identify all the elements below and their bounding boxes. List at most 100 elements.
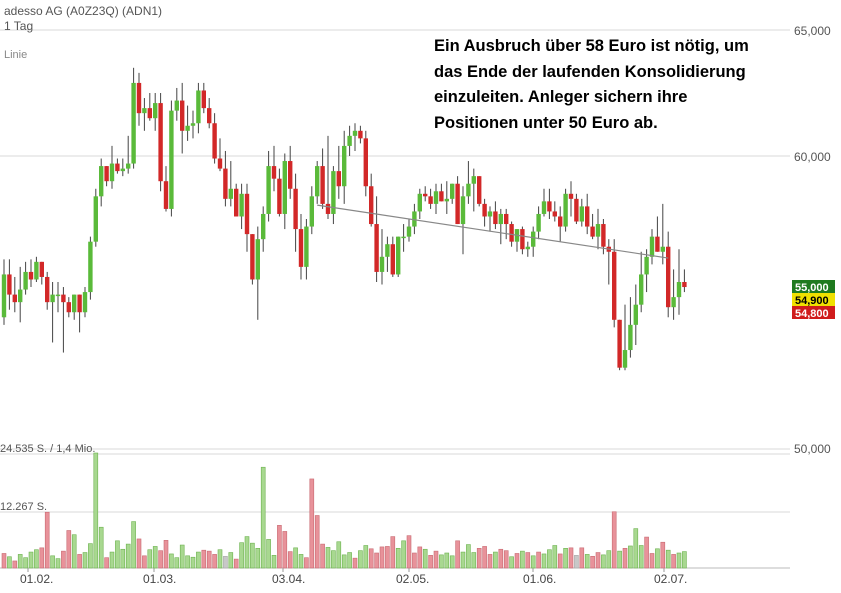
volume-bar: [358, 550, 363, 569]
y-tick-label: 65,000: [794, 24, 831, 38]
candle-body: [352, 130, 358, 136]
volume-bar: [665, 549, 671, 569]
candle-body: [282, 161, 287, 214]
candle-body: [50, 294, 55, 303]
volume-bar: [66, 530, 72, 569]
volume-bar: [557, 553, 563, 569]
x-tick-label: 02.07.: [654, 572, 687, 586]
volume-bar: [266, 539, 271, 569]
volume-bar: [509, 556, 514, 569]
volume-bar: [514, 553, 520, 569]
candle-body: [385, 244, 390, 257]
volume-bar: [595, 552, 601, 569]
candle-body: [255, 239, 260, 280]
volume-bar: [55, 558, 61, 569]
candle-body: [531, 231, 536, 247]
volume-bar: [590, 555, 595, 569]
candle-body: [369, 186, 374, 225]
y-tick-label: 60,000: [794, 150, 831, 164]
candle-body: [131, 82, 136, 164]
candle-body: [439, 191, 444, 202]
volume-bar: [628, 545, 633, 569]
volume-bar: [660, 541, 666, 569]
volume-bar: [476, 548, 482, 569]
volume-bar: [385, 546, 390, 569]
volume-bar: [179, 544, 185, 569]
candle-body: [401, 236, 406, 239]
candle-body: [228, 188, 233, 199]
volume-bar: [363, 545, 369, 569]
candle-body: [487, 211, 493, 217]
volume-bar: [131, 521, 136, 569]
volume-bar: [314, 515, 320, 569]
volume-bar: [536, 551, 541, 569]
volume-bar: [260, 466, 266, 569]
x-tick-label: 03.04.: [272, 572, 305, 586]
volume-bar: [255, 548, 261, 569]
candle-body: [266, 166, 271, 214]
candle-body: [309, 196, 314, 227]
volume-bar: [196, 551, 201, 569]
volume-bar: [374, 552, 379, 569]
volume-bar: [584, 554, 590, 569]
volume-bar: [104, 557, 109, 569]
candle-body: [7, 274, 12, 295]
candle-body: [331, 171, 336, 214]
candle-body: [158, 103, 163, 182]
volume-bar: [563, 548, 568, 569]
volume-bar: [174, 557, 180, 569]
candle-body: [444, 198, 449, 202]
volume-bars: [1, 452, 687, 569]
candle-body: [77, 294, 82, 313]
price-badge-bg: [792, 280, 835, 293]
x-tick-label: 01.06.: [523, 572, 556, 586]
volume-bar: [493, 551, 498, 569]
volume-bar: [271, 555, 277, 569]
candle-body: [417, 193, 422, 212]
candle-body: [412, 211, 417, 227]
volume-bar: [44, 511, 50, 569]
volume-bar: [223, 555, 228, 569]
candle-body: [358, 130, 363, 139]
candle-body: [163, 181, 169, 209]
volume-bar: [50, 555, 55, 569]
volume-bar: [298, 554, 304, 569]
candle-body: [244, 193, 250, 235]
candle-body: [617, 319, 622, 368]
candle-body: [234, 188, 239, 217]
volume-bar: [142, 555, 147, 569]
candle-body: [23, 271, 28, 290]
candle-body: [574, 198, 579, 222]
volume-bar: [671, 554, 676, 569]
volume-bar: [293, 547, 298, 569]
volume-bar: [568, 547, 574, 569]
volume-bar: [61, 550, 66, 569]
volume-bar: [676, 552, 682, 569]
x-tick-label: 01.03.: [143, 572, 176, 586]
volume-bar: [347, 552, 352, 569]
volume-bar: [352, 557, 358, 569]
volume-bar: [460, 551, 466, 569]
volume-bar: [12, 560, 18, 569]
candle-body: [293, 188, 298, 230]
candle-body: [590, 226, 595, 237]
volume-bar: [206, 550, 212, 569]
candle-body: [628, 324, 633, 351]
volume-bar: [574, 555, 579, 569]
candle-body: [82, 292, 88, 313]
x-axis-ticks: 01.02. 01.03. 03.04. 02.05. 01.06. 02.07…: [20, 572, 687, 586]
candle-body: [660, 246, 665, 252]
volume-bar: [309, 478, 315, 569]
volume-bar: [682, 551, 687, 569]
volume-bar: [379, 546, 385, 569]
volume-bar: [152, 546, 158, 569]
volume-bar: [541, 553, 547, 569]
volume-bar: [525, 552, 531, 569]
candle-body: [428, 196, 433, 204]
volume-bar: [644, 536, 649, 569]
volume-bar: [428, 555, 433, 569]
volume-bar: [401, 540, 406, 569]
chart-mode-label[interactable]: Linie: [4, 49, 28, 61]
volume-bar: [109, 551, 115, 569]
